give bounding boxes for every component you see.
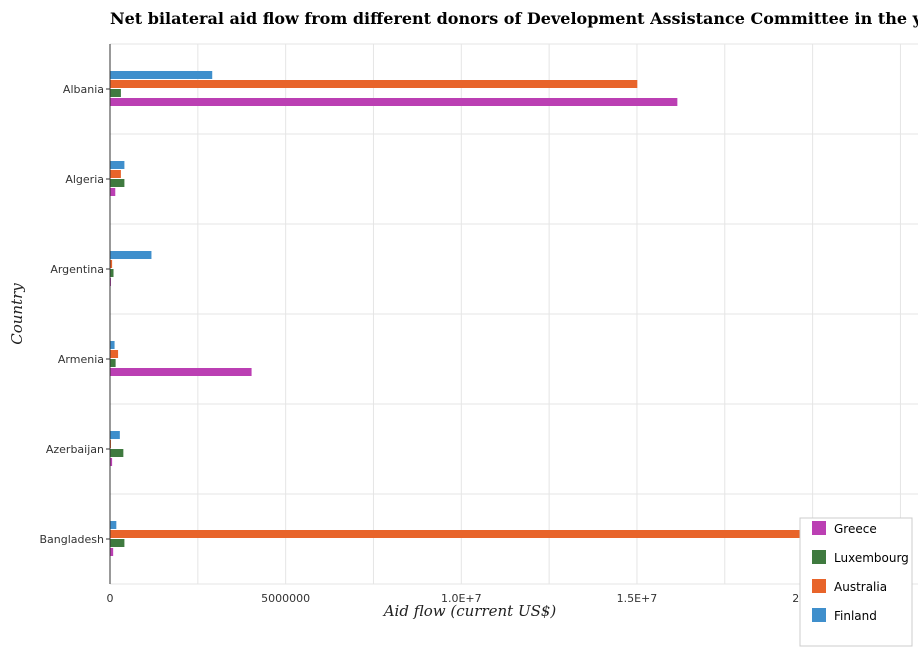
bar-finland-algeria — [110, 161, 125, 169]
legend-label-greece: Greece — [834, 522, 877, 536]
bar-greece-bangladesh — [110, 548, 114, 556]
legend-swatch-luxembourg — [812, 550, 826, 564]
bar-luxembourg-azerbaijan — [110, 449, 124, 457]
bar-finland-bangladesh — [110, 521, 117, 529]
bar-luxembourg-bangladesh — [110, 539, 125, 547]
bar-luxembourg-algeria — [110, 179, 125, 187]
x-tick-label: 1.5E+7 — [617, 592, 658, 605]
legend-swatch-australia — [812, 579, 826, 593]
y-tick-label: Argentina — [50, 263, 104, 276]
legend-label-australia: Australia — [834, 580, 887, 594]
legend-label-luxembourg: Luxembourg — [834, 551, 909, 565]
bar-australia-argentina — [110, 260, 113, 268]
y-tick-label: Bangladesh — [40, 533, 105, 546]
y-tick-label: Armenia — [58, 353, 104, 366]
legend: Greece Luxembourg Australia Finland — [799, 517, 913, 647]
x-tick-label: 0 — [107, 592, 114, 605]
bar-australia-armenia — [110, 350, 119, 358]
bar-luxembourg-albania — [110, 89, 121, 97]
legend-swatch-greece — [812, 521, 826, 535]
bar-finland-azerbaijan — [110, 431, 120, 439]
bar-greece-armenia — [110, 368, 252, 376]
bar-finland-armenia — [110, 341, 115, 349]
y-tick-labels: Albania Algeria Argentina Armenia Azerbaijan… — [40, 83, 110, 546]
y-tick-label: Algeria — [65, 173, 104, 186]
chart-title: Net bilateral aid flow from different do… — [110, 9, 918, 28]
bar-greece-albania — [110, 98, 678, 106]
bar-greece-azerbaijan — [110, 458, 113, 466]
x-tick-label: 1.0E+7 — [441, 592, 482, 605]
bar-australia-bangladesh — [110, 530, 880, 538]
bar-luxembourg-armenia — [110, 359, 116, 367]
x-axis-title: Aid flow (current US$) — [382, 602, 557, 620]
legend-swatch-finland — [812, 608, 826, 622]
grid — [109, 43, 918, 585]
x-tick-label: 5000000 — [261, 592, 310, 605]
y-tick-label: Albania — [63, 83, 104, 96]
legend-label-finland: Finland — [834, 609, 877, 623]
bar-australia-algeria — [110, 170, 121, 178]
bar-greece-algeria — [110, 188, 116, 196]
bar-finland-albania — [110, 71, 213, 79]
bar-australia-albania — [110, 80, 638, 88]
y-axis-title: Country — [8, 283, 26, 345]
bar-luxembourg-argentina — [110, 269, 114, 277]
bars — [110, 71, 880, 556]
bar-finland-argentina — [110, 251, 152, 259]
y-tick-label: Azerbaijan — [46, 443, 104, 456]
